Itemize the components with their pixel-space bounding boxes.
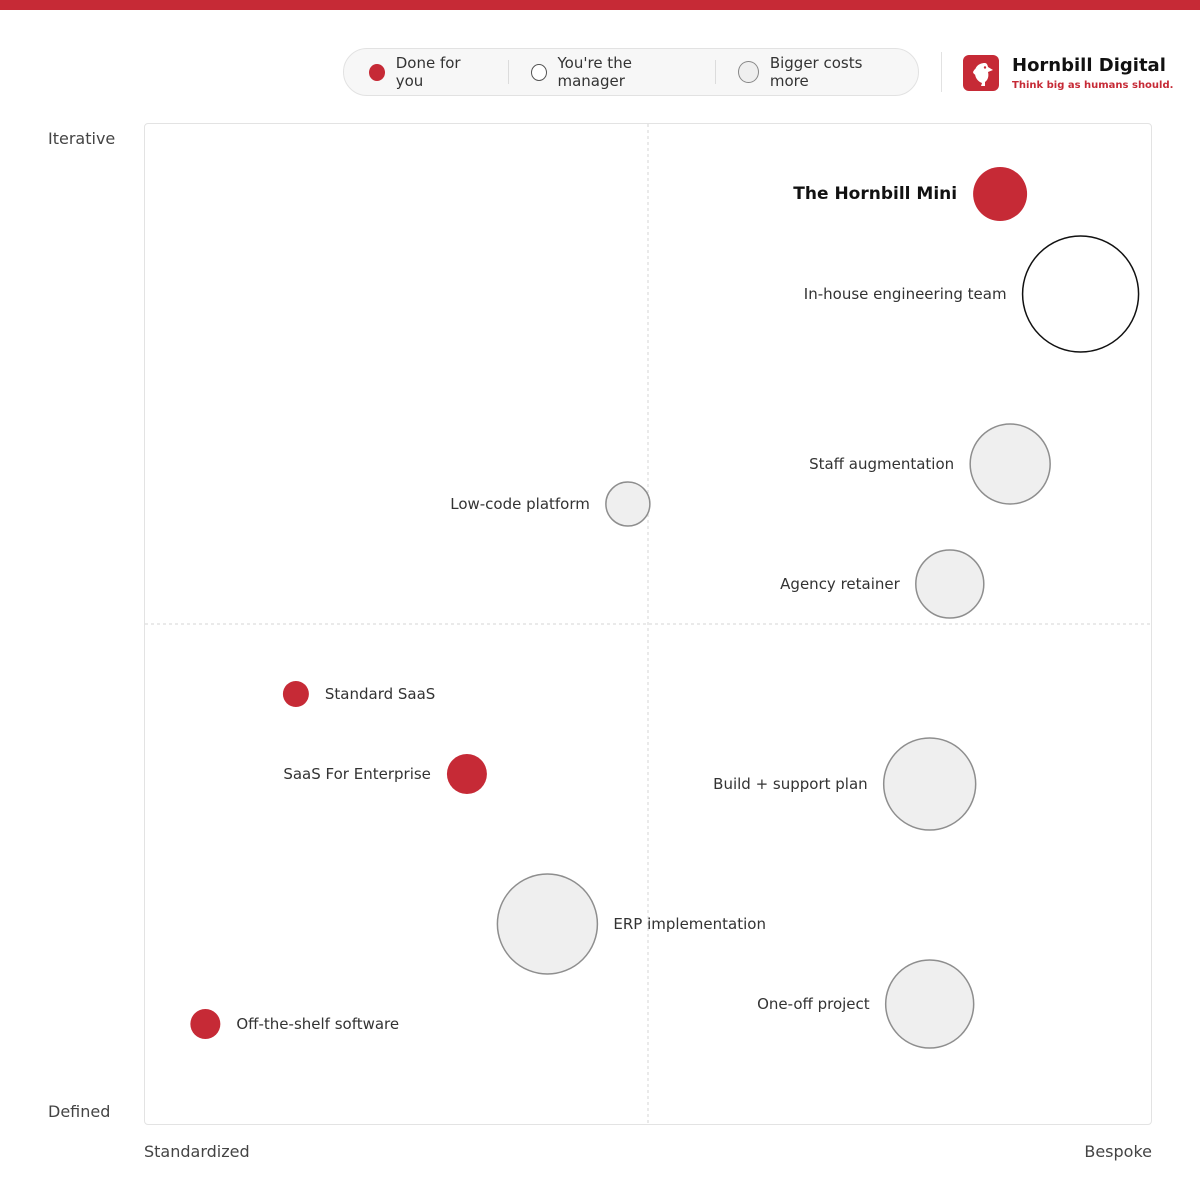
bubble-label: One-off project [757, 995, 870, 1013]
bubble-label: The Hornbill Mini [793, 184, 957, 204]
y-axis-top-label: Iterative [48, 129, 116, 148]
top-accent-bar [0, 0, 1200, 10]
bubble-label: In-house engineering team [804, 285, 1007, 303]
bubble-point [190, 1009, 221, 1039]
hollow-dot-icon [530, 63, 547, 81]
plot-area: The Hornbill Mini In-house engineering te… [144, 123, 1152, 1125]
bubble-label: Staff augmentation [809, 455, 954, 473]
bubble-point [915, 549, 985, 619]
legend-divider [507, 60, 509, 84]
bubble-point [282, 681, 309, 707]
x-axis-right-label: Bespoke [1084, 1142, 1152, 1161]
legend-label: Done for you [395, 54, 461, 90]
legend-item-done-for-you: Done for you [344, 49, 508, 95]
bubble-label: Off-the-shelf software [236, 1015, 399, 1033]
x-axis-left-label: Standardized [144, 1142, 250, 1161]
y-axis-bottom-label: Defined [48, 1102, 111, 1121]
bubble-label: ERP implementation [613, 915, 766, 933]
bubble-point [882, 737, 977, 831]
bubble-point [1021, 235, 1140, 353]
bubble-point [605, 481, 651, 527]
bubble-label: SaaS For Enterprise [283, 765, 431, 783]
legend-item-size: Bigger costs more [716, 49, 918, 95]
legend-item-manager: You're the manager [509, 49, 716, 95]
legend-divider [715, 60, 717, 84]
bubble-point [446, 754, 487, 794]
bubble-label: Standard SaaS [325, 685, 435, 703]
size-dot-icon [738, 61, 759, 83]
brand-tagline: Think big as humans should. [1012, 80, 1174, 91]
legend-label: You're the manager [557, 54, 632, 90]
bubble-label: Low-code platform [450, 495, 590, 513]
bubble-point [496, 873, 599, 975]
bubble-label: Build + support plan [713, 775, 868, 793]
bubble-point [969, 423, 1051, 505]
brand-name: Hornbill Digital [1012, 55, 1166, 76]
bubble-point [884, 959, 975, 1049]
legend: Done for you You're the manager Bigger c… [343, 48, 919, 96]
bubble-chart: The Hornbill Mini In-house engineering te… [145, 124, 1151, 1124]
legend-label: Bigger costs more [769, 54, 863, 90]
bubble-label: Agency retainer [780, 575, 900, 593]
filled-dot-icon [369, 63, 385, 81]
hornbill-bird-icon [963, 55, 999, 91]
bubble-point [973, 167, 1028, 221]
brand-divider [941, 52, 942, 92]
